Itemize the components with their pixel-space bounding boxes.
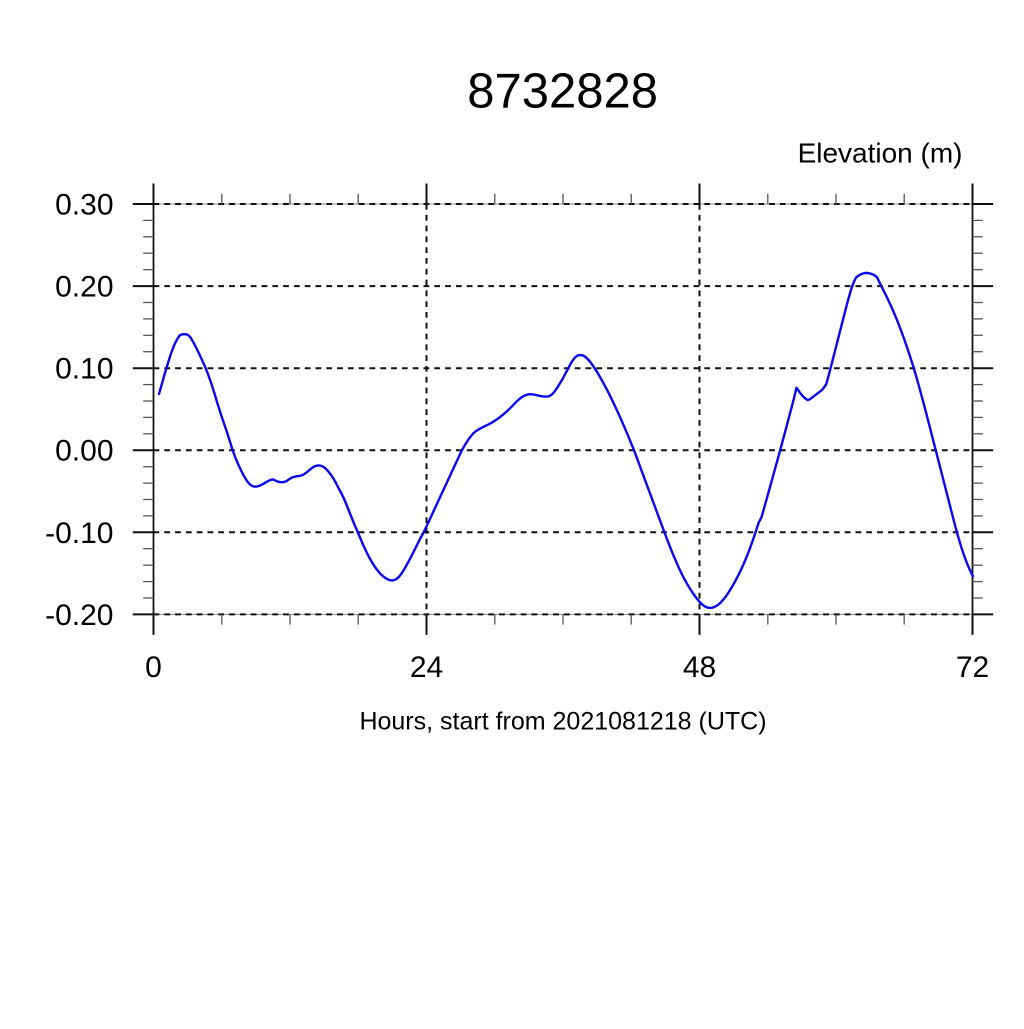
- svg-text:-0.20: -0.20: [45, 599, 113, 632]
- svg-text:0.30: 0.30: [55, 189, 113, 222]
- svg-text:8732828: 8732828: [467, 65, 658, 119]
- svg-text:72: 72: [956, 651, 989, 684]
- svg-text:0: 0: [145, 651, 162, 684]
- svg-text:-0.10: -0.10: [45, 517, 113, 550]
- svg-text:0.20: 0.20: [55, 271, 113, 304]
- svg-text:48: 48: [683, 651, 716, 684]
- svg-text:Hours, start from 2021081218 (: Hours, start from 2021081218 (UTC): [359, 708, 766, 736]
- svg-text:Elevation (m): Elevation (m): [798, 138, 963, 169]
- svg-text:24: 24: [410, 651, 443, 684]
- svg-text:0.00: 0.00: [55, 435, 113, 468]
- svg-text:0.10: 0.10: [55, 353, 113, 386]
